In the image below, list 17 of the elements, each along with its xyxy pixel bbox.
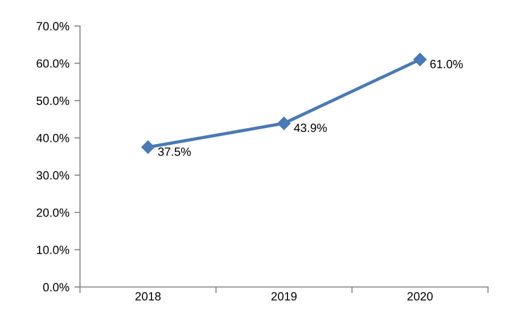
data-label: 37.5% <box>158 148 191 156</box>
y-tick-label: 20.0% <box>36 208 70 217</box>
y-tick-label: 70.0% <box>36 22 70 30</box>
x-tick-label: 2018 <box>135 292 161 301</box>
point <box>141 140 155 154</box>
data-label: 61.0% <box>430 60 463 68</box>
y-tick-label: 60.0% <box>36 59 70 68</box>
y-tick-label: 50.0% <box>36 96 70 105</box>
y-tick-label: 30.0% <box>36 171 70 180</box>
y-tick-label: 10.0% <box>37 246 70 254</box>
x-tick-label: 2019 <box>271 292 297 301</box>
y-tick-label: 40.0% <box>36 134 70 142</box>
point <box>277 116 291 130</box>
data-label: 43.9% <box>294 124 327 132</box>
x-tick-label: 2020 <box>407 292 433 301</box>
y-tick-label: 0.0% <box>43 283 70 292</box>
point <box>413 52 427 66</box>
